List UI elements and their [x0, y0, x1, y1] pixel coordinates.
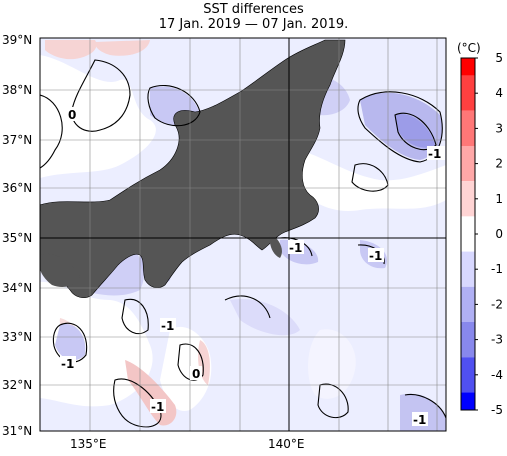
contour-label: -1: [369, 249, 382, 263]
colorbar-tick-label: -2: [491, 297, 503, 311]
lat-label: 32°N: [2, 378, 32, 392]
contour-label: 0: [192, 367, 200, 381]
lat-label: 34°N: [2, 281, 32, 295]
colorbar-swatch: [461, 146, 475, 182]
contour-label: -1: [61, 357, 74, 371]
contour-label: -1: [289, 241, 302, 255]
colorbar-tick-label: -5: [491, 403, 503, 417]
lat-label: 38°N: [2, 83, 32, 97]
colorbar-swatch: [461, 392, 475, 410]
contour-label: -1: [428, 147, 441, 161]
lat-label: 35°N: [2, 231, 32, 245]
latitude-labels: 39°N 38°N 37°N 36°N 35°N 34°N 33°N 32°N …: [2, 33, 32, 438]
colorbar-swatch: [461, 251, 475, 287]
map-frame: [39, 37, 447, 432]
lat-label: 31°N: [2, 424, 32, 438]
colorbar-tick-label: -4: [491, 368, 503, 382]
colorbar-swatch: [461, 286, 475, 322]
lon-label: 140°E: [268, 437, 305, 451]
colorbar-swatch: [461, 181, 475, 217]
graticule: [40, 38, 446, 431]
contour-label: 0: [68, 108, 76, 122]
colorbar-tick-label: 1: [495, 192, 503, 206]
lat-label: 33°N: [2, 330, 32, 344]
map-subtitle: 17 Jan. 2019 — 07 Jan. 2019.: [158, 17, 349, 32]
land-shikoku: [40, 253, 80, 287]
contour-label: -1: [413, 413, 426, 427]
contour-label: -1: [151, 400, 164, 414]
colorbar-tick-label: -1: [491, 262, 503, 276]
colorbar-swatch: [461, 58, 475, 76]
colorbar-swatch: [461, 75, 475, 111]
colorbar-tick-label: 4: [495, 86, 503, 100]
colorbar-swatch: [461, 357, 475, 393]
contour-labels: 0 -1 -1 -1 -1 -1 0 -1 -1: [60, 107, 445, 427]
colorbar-tick-label: 5: [495, 51, 503, 65]
colorbar-swatch: [461, 322, 475, 358]
lon-label: 135°E: [70, 437, 107, 451]
colorbar-swatch: [461, 216, 475, 252]
contour-label: -1: [161, 319, 174, 333]
colorbar-swatch: [461, 110, 475, 146]
lat-label: 39°N: [2, 33, 32, 47]
colorbar-tick-label: 2: [495, 157, 503, 171]
map-title: SST differences: [203, 2, 304, 17]
colorbar-tick-label: 3: [495, 121, 503, 135]
colorbar-unit: (°C): [457, 41, 481, 55]
lat-label: 36°N: [2, 181, 32, 195]
lat-label: 37°N: [2, 133, 32, 147]
colorbar-tick-label: 0: [495, 227, 503, 241]
colorbar-tick-label: -3: [491, 333, 503, 347]
colorbar: (°C) 5 4 3 2 1 0 -1 -2 -3 -4 -5: [457, 41, 503, 417]
longitude-labels: 135°E 140°E: [70, 437, 305, 451]
